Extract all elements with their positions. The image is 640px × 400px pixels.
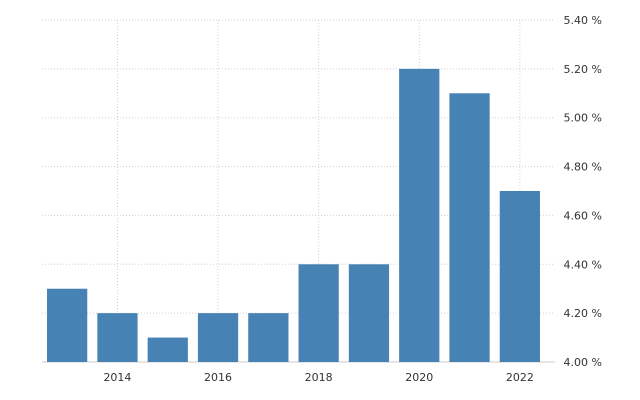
bar-2013 — [47, 288, 88, 362]
bar-2015 — [147, 337, 188, 362]
y-tick-label: 4.00 % — [564, 356, 602, 369]
bars-layer — [47, 68, 540, 363]
y-tick-label: 4.20 % — [564, 307, 602, 320]
bar-2017 — [248, 313, 289, 362]
y-tick-label: 4.40 % — [564, 258, 602, 271]
bar-2018 — [298, 264, 339, 362]
bar-2019 — [348, 264, 390, 362]
y-tick-label: 4.80 % — [564, 161, 602, 174]
x-tick-label: 2022 — [506, 371, 534, 384]
bar-2021 — [449, 93, 490, 363]
x-tick-label: 2020 — [405, 371, 433, 384]
y-tick-label: 5.00 % — [564, 112, 602, 125]
bar-2022 — [499, 191, 540, 362]
bar-2020 — [399, 68, 440, 362]
y-tick-label: 5.40 % — [564, 14, 602, 27]
y-tick-label: 5.20 % — [564, 63, 602, 76]
x-axis-ticks: 2014 2016 2018 2020 2022 — [103, 371, 533, 384]
x-tick-label: 2016 — [204, 371, 232, 384]
x-tick-label: 2018 — [305, 371, 333, 384]
x-tick-label: 2014 — [103, 371, 131, 384]
bar-2016 — [197, 313, 239, 362]
y-tick-label: 4.60 % — [564, 209, 602, 222]
bar-2014 — [97, 313, 138, 362]
y-axis-ticks: 4.00 % 4.20 % 4.40 % 4.60 % 4.80 % 5.00 % 5.20… — [564, 14, 602, 369]
